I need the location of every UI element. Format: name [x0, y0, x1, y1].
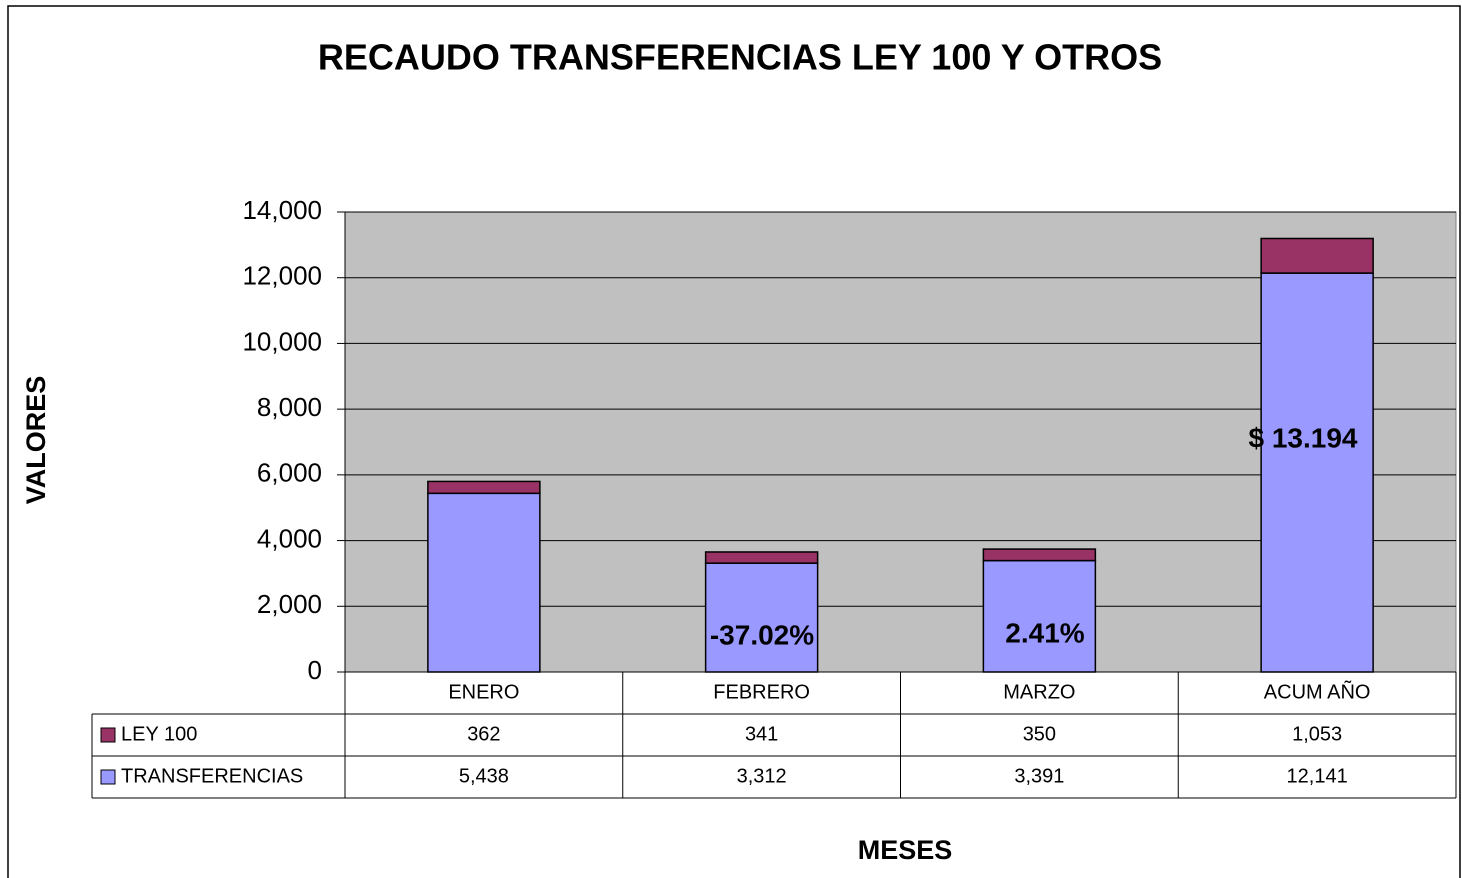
bar-segment [1260, 272, 1374, 673]
bar-segment [1260, 237, 1374, 274]
annotation: 2.41% [1005, 617, 1084, 648]
bar-segment [982, 548, 1097, 562]
y-tick-label: 10,000 [242, 326, 322, 356]
x-tick-label: MARZO [1003, 681, 1075, 703]
x-tick-label: ACUM AÑO [1264, 679, 1371, 703]
bar-segment [704, 551, 819, 564]
y-tick-label: 12,000 [242, 261, 322, 291]
x-tick-label: ENERO [448, 681, 519, 703]
bar-segment [427, 480, 541, 495]
bar-segment [427, 492, 541, 673]
y-tick-label: 8,000 [257, 392, 322, 422]
x-tick-label: FEBRERO [713, 681, 810, 703]
table-value: 341 [745, 723, 778, 745]
y-tick-label: 4,000 [257, 523, 322, 553]
bar-segment [704, 562, 819, 673]
table-value: 3,391 [1014, 765, 1064, 787]
x-axis-label: MESES [858, 835, 953, 865]
table-value: 350 [1023, 723, 1056, 745]
chart-title: RECAUDO TRANSFERENCIAS LEY 100 Y OTROS [318, 37, 1162, 78]
y-tick-label: 2,000 [257, 589, 322, 619]
y-tick-label: 0 [308, 655, 322, 685]
legend-swatch [100, 769, 116, 785]
table-value: 362 [467, 723, 500, 745]
annotation: $ 13.194 [1249, 422, 1358, 453]
table-value: 3,312 [737, 765, 787, 787]
annotation: -37.02% [710, 619, 814, 650]
legend-swatch [100, 727, 116, 743]
y-axis-label: VALORES [21, 376, 51, 505]
table-value: 5,438 [459, 765, 509, 787]
y-tick-label: 6,000 [257, 458, 322, 488]
table-value: 12,141 [1287, 765, 1348, 787]
y-tick-label: 14,000 [242, 195, 322, 225]
table-value: 1,053 [1292, 723, 1342, 745]
bar-segment [982, 559, 1097, 673]
legend-label: TRANSFERENCIAS [121, 765, 303, 787]
legend-label: LEY 100 [121, 723, 197, 745]
